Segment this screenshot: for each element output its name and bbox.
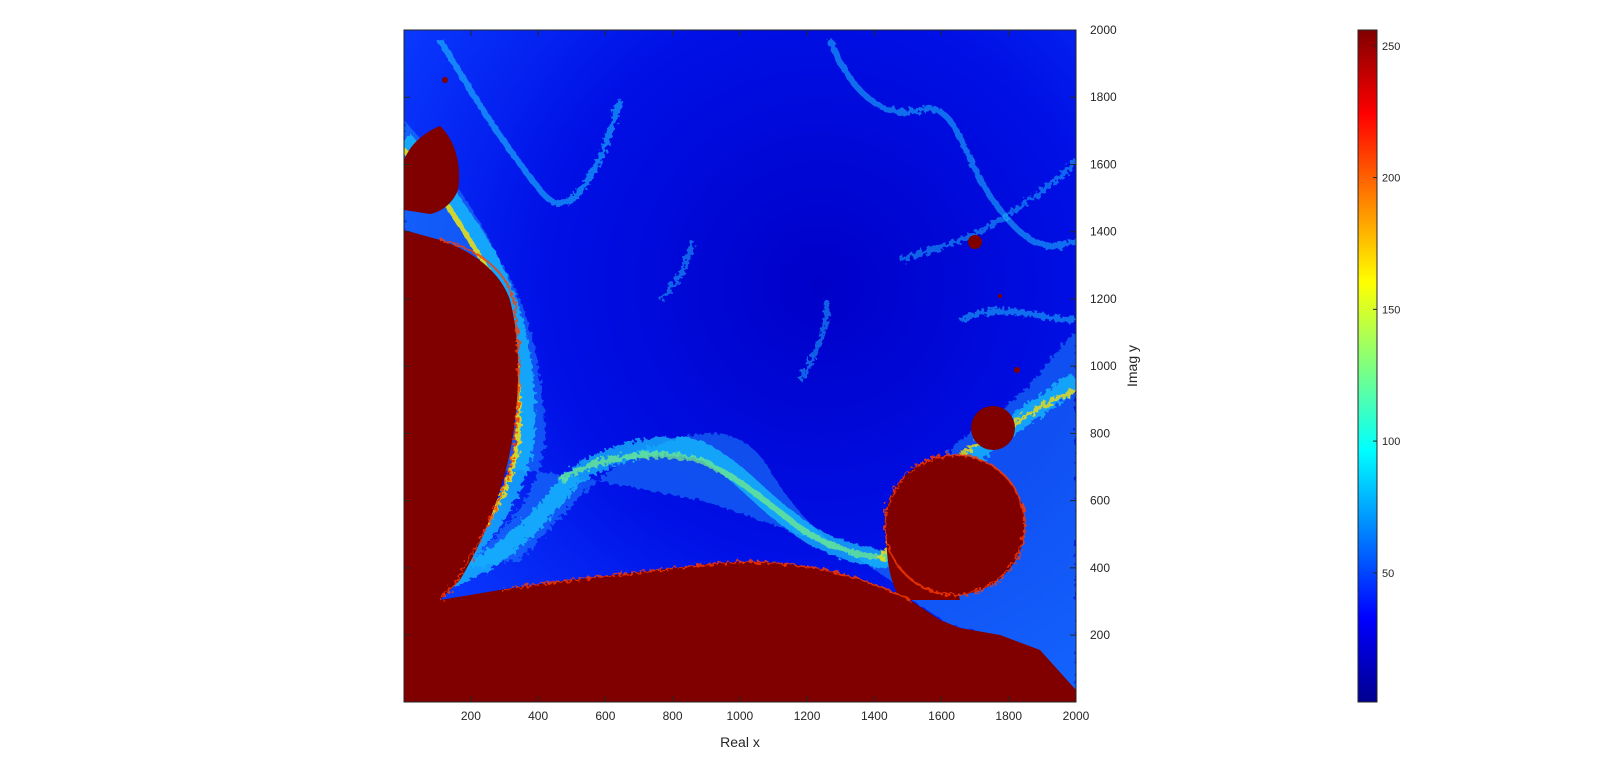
colorbar-tick-label: 100 [1382,436,1400,448]
heatmap-set-region [404,77,1076,702]
x-tick-label: 800 [663,709,683,723]
x-tick-label: 2000 [1063,709,1090,723]
x-axis: 200 400 600 800 1000 1200 1400 1600 1800 2000 [461,30,1090,723]
colorbar-tick-label: 50 [1382,568,1394,580]
y-tick-label: 2000 [1090,23,1117,37]
y-tick-label: 600 [1090,494,1110,508]
colorbar-gradient [1357,29,1378,703]
colorbar: 50 100 150 200 250 [1357,29,1400,703]
colorbar-tick-label: 150 [1382,304,1400,316]
x-tick-label: 200 [461,709,481,723]
x-tick-label: 600 [595,709,615,723]
heatmap-set-edge [439,239,1026,601]
y-tick-label: 1400 [1090,225,1117,239]
x-tick-label: 1400 [861,709,888,723]
colorbar-tick-label: 200 [1382,173,1400,185]
colorbar-ticks: 50 100 150 200 250 [1373,41,1400,580]
y-tick-label: 800 [1090,426,1110,440]
y-tick-label: 1000 [1090,359,1117,373]
y-tick-label: 1800 [1090,90,1117,104]
y-tick-label: 400 [1090,561,1110,575]
x-axis-title: Real x [720,734,760,750]
x-tick-label: 400 [528,709,548,723]
colorbar-tick-label: 250 [1382,41,1400,53]
y-tick-label: 1600 [1090,157,1117,171]
x-tick-label: 1800 [995,709,1022,723]
x-tick-label: 1600 [928,709,955,723]
y-axis: 200 400 600 800 1000 1200 1400 1600 1800 2000 [404,23,1117,642]
x-tick-label: 1200 [794,709,821,723]
y-tick-label: 1200 [1090,292,1117,306]
x-tick-label: 1000 [726,709,753,723]
heatmap-image [404,30,1076,702]
y-axis-title: Imag y [1124,345,1140,387]
y-tick-label: 200 [1090,628,1110,642]
